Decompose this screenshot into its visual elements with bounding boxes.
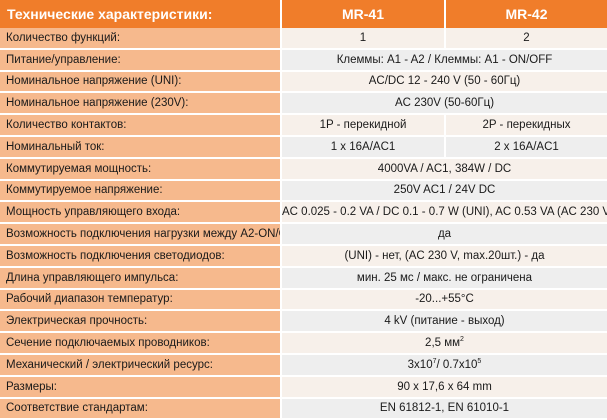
row-value: 90 x 17,6 x 64 mm [281, 375, 607, 399]
table-row: Электрическая прочность: 4 kV (питание -… [0, 310, 607, 334]
value-model-b: 2 [445, 28, 607, 50]
table-row: Коммутируемая мощность: 4000VA / AC1, 38… [0, 157, 607, 181]
value-model-b: 2P - перекидных [445, 114, 607, 137]
row-value: AC 230V (50-60Гц) [281, 92, 607, 116]
row-value: 4000VA / AC1, 384W / DC [281, 157, 607, 181]
row-label: Номинальное напряжение (230V): [0, 92, 282, 116]
row-label: Размеры: [0, 375, 282, 399]
value-electrical: / 0.7x10 [436, 358, 478, 371]
row-label: Соответствие стандартам: [0, 397, 282, 420]
row-label: Количество контактов: [0, 114, 282, 137]
model-b-header: MR-42 [445, 0, 607, 28]
header-row: Технические характеристики: MR-41 MR-42 [0, 0, 607, 28]
row-value: да [281, 223, 607, 246]
row-label: Рабочий диапазон температур: [0, 288, 282, 312]
table-row: Номинальное напряжение (UNI): AC/DC 12 -… [0, 70, 607, 94]
table-row: Соответствие стандартам: EN 61812-1, EN … [0, 397, 607, 420]
row-label: Номинальный ток: [0, 135, 282, 159]
row-label: Сечение подключаемых проводников: [0, 332, 282, 355]
table-row: Рабочий диапазон температур: -20...+55°C [0, 288, 607, 312]
row-value: AC 0.025 - 0.2 VA / DC 0.1 - 0.7 W (UNI)… [281, 201, 607, 225]
value-model-b: 2 x 16A/AC1 [445, 135, 607, 159]
row-label: Электрическая прочность: [0, 310, 282, 334]
row-label: Коммутируемое напряжение: [0, 179, 282, 203]
superscript: 2 [460, 336, 464, 344]
row-value: 4 kV (питание - выход) [281, 310, 607, 334]
row-label: Мощность управляющего входа: [0, 201, 282, 225]
row-value: -20...+55°C [281, 288, 607, 312]
row-label: Механический / электрический ресурс: [0, 353, 282, 377]
table-title: Технические характеристики: [0, 0, 282, 28]
row-value: мин. 25 мс / макс. не ограничена [281, 266, 607, 290]
table-row: Питание/управление: Клеммы: A1 - A2 / Кл… [0, 48, 607, 72]
table-row: Количество функций: 1 2 [0, 28, 607, 50]
table-row: Количество контактов: 1P - перекидной 2P… [0, 114, 607, 137]
table-row: Сечение подключаемых проводников: 2,5 мм… [0, 332, 607, 355]
table-row: Номинальный ток: 1 x 16A/AC1 2 x 16A/AC1 [0, 135, 607, 159]
table-row: Мощность управляющего входа: AC 0.025 - … [0, 201, 607, 225]
row-value: Клеммы: A1 - A2 / Клеммы: A1 - ON/OFF [281, 48, 607, 72]
row-value: 3x107/ 0.7x105 [281, 353, 607, 377]
table-row: Номинальное напряжение (230V): AC 230V (… [0, 92, 607, 116]
row-value: 2,5 мм2 [281, 332, 607, 355]
table-row: Длина управляющего импульса: мин. 25 мс … [0, 266, 607, 290]
row-value: EN 61812-1, EN 61010-1 [281, 397, 607, 420]
row-value: AC/DC 12 - 240 V (50 - 60Гц) [281, 70, 607, 94]
row-label: Коммутируемая мощность: [0, 157, 282, 181]
value-text: 2,5 мм [425, 337, 461, 350]
row-label: Возможность подключения нагрузки между A… [0, 223, 282, 246]
table-row: Возможность подключения нагрузки между A… [0, 223, 607, 246]
model-a-header: MR-41 [281, 0, 446, 28]
table-row: Размеры: 90 x 17,6 x 64 mm [0, 375, 607, 399]
value-mechanical: 3x10 [407, 358, 433, 371]
value-model-a: 1 [281, 28, 446, 50]
row-label: Питание/управление: [0, 48, 282, 72]
row-label: Количество функций: [0, 28, 282, 50]
table-row: Возможность подключения светодиодов: (UN… [0, 244, 607, 268]
row-label: Номинальное напряжение (UNI): [0, 70, 282, 94]
row-value: 250V AC1 / 24V DC [281, 179, 607, 203]
table-row: Механический / электрический ресурс: 3x1… [0, 353, 607, 377]
exponent-electrical: 5 [477, 358, 482, 366]
row-label: Возможность подключения светодиодов: [0, 244, 282, 268]
table-row: Коммутируемое напряжение: 250V AC1 / 24V… [0, 179, 607, 203]
row-label: Длина управляющего импульса: [0, 266, 282, 290]
value-model-a: 1 x 16A/AC1 [281, 135, 446, 159]
exponent-mechanical: 7 [432, 358, 437, 366]
value-model-a: 1P - перекидной [281, 114, 446, 137]
row-value: (UNI) - нет, (AC 230 V, max.20шт.) - да [281, 244, 607, 268]
